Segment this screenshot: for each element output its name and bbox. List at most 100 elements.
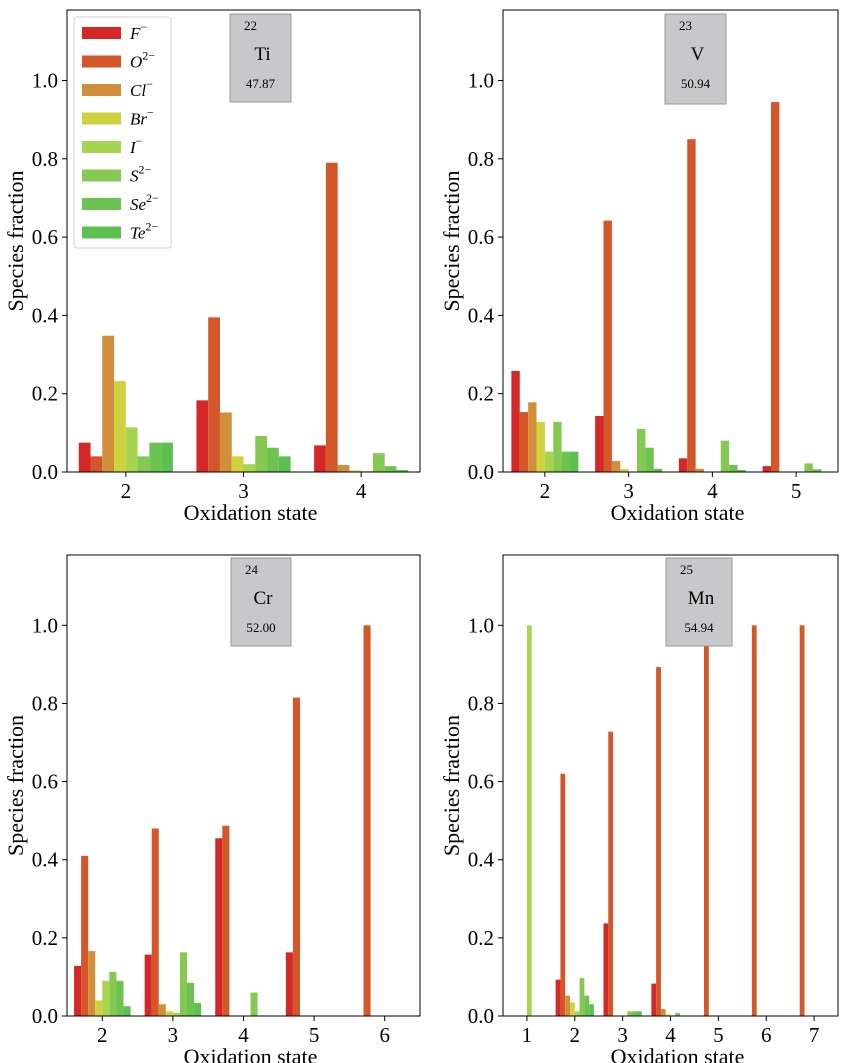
x-tick-label: 7	[809, 1023, 820, 1047]
bar	[349, 470, 362, 472]
bar	[526, 625, 532, 1016]
bar	[637, 428, 646, 472]
bar	[687, 139, 696, 472]
legend-swatch	[82, 169, 121, 182]
bar	[656, 667, 661, 1016]
bar	[194, 1003, 202, 1016]
y-tick-label: 0.4	[468, 848, 495, 872]
element-symbol: V	[691, 44, 705, 65]
x-axis-label: Oxidation state	[611, 1044, 745, 1063]
legend-swatch	[82, 27, 121, 39]
y-tick-label: 0.8	[32, 147, 58, 171]
x-tick-label: 5	[713, 1023, 724, 1047]
legend-swatch	[82, 198, 121, 210]
bar	[243, 464, 256, 472]
y-tick-label: 0.2	[32, 926, 58, 950]
bar	[603, 220, 612, 472]
bar	[165, 1011, 173, 1016]
y-tick-label: 0.6	[468, 770, 494, 794]
bar	[372, 453, 385, 472]
y-tick-label: 0.6	[32, 225, 58, 249]
bar	[158, 1004, 166, 1016]
legend-entry: F−	[129, 20, 147, 43]
bar	[337, 464, 350, 472]
x-tick-label: 2	[570, 1023, 581, 1047]
x-tick-label: 3	[617, 1023, 628, 1047]
x-tick-label: 4	[356, 479, 367, 503]
y-tick-label: 1.0	[468, 68, 494, 92]
bar	[74, 965, 82, 1016]
x-tick-label: 2	[540, 479, 551, 503]
bar	[396, 470, 409, 472]
y-tick-label: 0.4	[32, 848, 59, 872]
x-tick-label: 6	[379, 1023, 390, 1047]
bar	[90, 456, 103, 472]
bar	[720, 440, 730, 472]
y-axis-label: Species fraction	[3, 715, 28, 856]
y-tick-label: 1.0	[32, 68, 58, 92]
x-axis-label: Oxidation state	[611, 500, 745, 525]
bar	[255, 435, 268, 472]
bar	[574, 1011, 580, 1016]
bar	[584, 995, 590, 1016]
y-tick-label: 0.2	[468, 926, 494, 950]
bar	[632, 1011, 637, 1016]
bar	[665, 1014, 671, 1016]
element-box-bg	[664, 13, 727, 105]
bar	[81, 855, 89, 1016]
bar	[102, 980, 110, 1016]
y-tick-label: 0.4	[468, 303, 495, 327]
bar	[555, 979, 561, 1016]
bar	[116, 980, 124, 1016]
x-tick-label: 3	[238, 479, 249, 503]
element-box-bg	[230, 557, 292, 647]
bar	[589, 1004, 594, 1016]
y-tick-label: 0.0	[468, 460, 494, 484]
bar	[123, 1006, 131, 1016]
atomic-number: 22	[244, 18, 257, 33]
bar	[95, 1000, 103, 1016]
bar	[519, 412, 529, 472]
legend-entry: Br−	[130, 106, 154, 129]
y-axis-label: Species fraction	[439, 715, 464, 856]
atomic-mass: 50.94	[681, 76, 711, 91]
bar	[544, 451, 554, 472]
legend-entry: Cl−	[130, 77, 153, 100]
bar	[611, 461, 621, 472]
element-box: 23 V 50.94	[664, 13, 727, 105]
y-tick-label: 0.6	[468, 225, 494, 249]
atomic-number: 24	[245, 562, 259, 577]
bar	[222, 825, 230, 1016]
bar	[603, 923, 609, 1016]
element-symbol: Mn	[688, 588, 715, 609]
y-axis-label: Species fraction	[439, 170, 464, 311]
bar	[704, 625, 709, 1016]
y-tick-label: 0.0	[32, 460, 58, 484]
bar	[137, 456, 150, 472]
y-tick-label: 0.2	[32, 382, 58, 406]
x-tick-label: 5	[309, 1023, 320, 1047]
bar	[125, 427, 138, 472]
x-tick-label: 4	[707, 479, 718, 503]
bar	[363, 625, 371, 1016]
bar	[653, 468, 663, 472]
bar	[771, 102, 780, 472]
bar	[645, 447, 654, 472]
bar	[231, 456, 244, 472]
bar	[751, 625, 757, 1016]
y-tick-label: 1.0	[32, 613, 58, 637]
y-tick-label: 0.8	[32, 691, 58, 715]
atomic-number: 23	[679, 18, 692, 33]
bar	[109, 971, 117, 1016]
y-tick-label: 0.8	[468, 691, 494, 715]
bar	[536, 421, 545, 472]
bar	[812, 469, 822, 472]
legend-swatch	[82, 84, 121, 96]
y-tick-label: 0.8	[468, 147, 494, 171]
bar	[78, 442, 91, 472]
bar	[144, 954, 152, 1016]
bar	[804, 463, 813, 472]
bar	[620, 468, 629, 472]
bar	[161, 442, 173, 472]
bar	[675, 1012, 681, 1016]
